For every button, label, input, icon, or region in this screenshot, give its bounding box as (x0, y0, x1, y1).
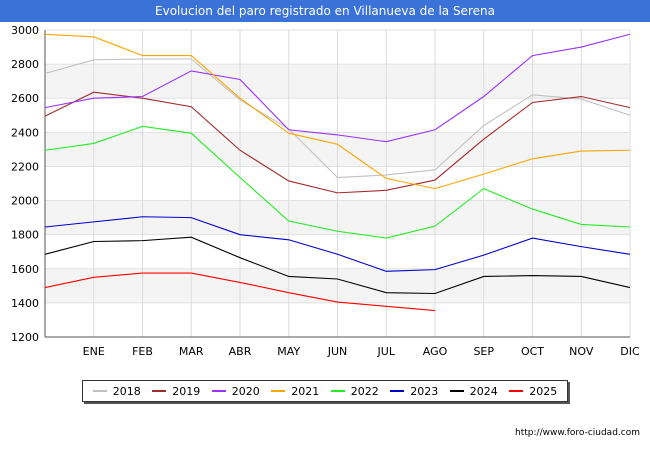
series-line-2024 (44, 236, 631, 295)
series-line-2018 (44, 58, 631, 179)
x-tick-labels: ENE FEB MAR ABR MAY JUN JUL AGO SEP OCT NOV DIC (83, 345, 640, 358)
legend-label: 2018 (112, 384, 141, 398)
legend-swatch (92, 390, 107, 392)
x-tick-label: MAR (179, 345, 204, 358)
x-tick-label: AGO (423, 345, 448, 358)
x-tick-label: JUL (377, 345, 396, 358)
legend-swatch (390, 390, 405, 392)
y-tick-label: 2800 (11, 58, 39, 71)
legend-item-2025: 2025 (509, 385, 557, 398)
legend-item-2022: 2022 (330, 384, 379, 398)
legend-swatch (509, 390, 524, 392)
legend-item-2019: 2019 (152, 385, 200, 398)
series-line-2022 (44, 125, 631, 239)
series-line-2025 (44, 272, 436, 312)
legend-swatch (449, 390, 464, 392)
x-tick-label: MAY (277, 345, 300, 358)
legend: 2018 2019 2020 2021 2022 2023 2024 2025 (82, 380, 568, 402)
legend-label: 2019 (172, 384, 201, 398)
x-tick-label: ABR (229, 345, 252, 358)
legend-label: 2024 (469, 384, 498, 398)
y-tick-label: 3000 (11, 24, 39, 37)
legend-item-2024: 2024 (449, 384, 498, 398)
x-tick-label: SEP (473, 345, 494, 358)
series-line-2021 (44, 33, 631, 190)
x-tick-label: FEB (132, 345, 153, 358)
legend-label: 2022 (350, 384, 379, 398)
legend-label: 2023 (410, 384, 439, 398)
y-tick-labels: 1200 1400 1600 1800 2000 2200 2400 2600 2800 3000 (11, 24, 39, 344)
legend-swatch (271, 390, 286, 392)
axes (44, 30, 630, 338)
y-tick-label: 2600 (11, 92, 39, 105)
legend-item-2020: 2020 (211, 384, 260, 398)
legend-swatch (211, 390, 226, 392)
x-tick-label: ENE (83, 345, 105, 358)
x-tick-label: OCT (521, 345, 544, 358)
y-tick-label: 2000 (11, 195, 39, 208)
legend-label: 2025 (529, 384, 558, 398)
legend-label: 2020 (231, 384, 260, 398)
series-line-2023 (44, 216, 631, 272)
legend-item-2018: 2018 (92, 384, 141, 398)
legend-swatch (152, 390, 167, 392)
y-tick-label: 1800 (11, 229, 39, 242)
y-tick-label: 2400 (11, 126, 39, 139)
chart-title: Evolucion del paro registrado en Villanu… (0, 0, 650, 22)
legend-label: 2021 (291, 384, 320, 398)
series-lines (44, 33, 631, 312)
x-tick-label: NOV (569, 345, 594, 358)
x-tick-label: DIC (620, 345, 640, 358)
y-tick-label: 1200 (11, 331, 39, 344)
y-tick-label: 1400 (11, 297, 39, 310)
source-credit: http://www.foro-ciudad.com (515, 428, 640, 438)
x-tick-label: JUN (327, 345, 348, 358)
legend-item-2021: 2021 (271, 385, 319, 398)
legend-item-2023: 2023 (390, 385, 438, 398)
legend-swatch (330, 390, 345, 392)
y-tick-label: 2200 (11, 160, 39, 173)
series-line-2020 (44, 33, 631, 143)
series-line-2019 (44, 91, 631, 194)
y-tick-label: 1600 (11, 263, 39, 276)
